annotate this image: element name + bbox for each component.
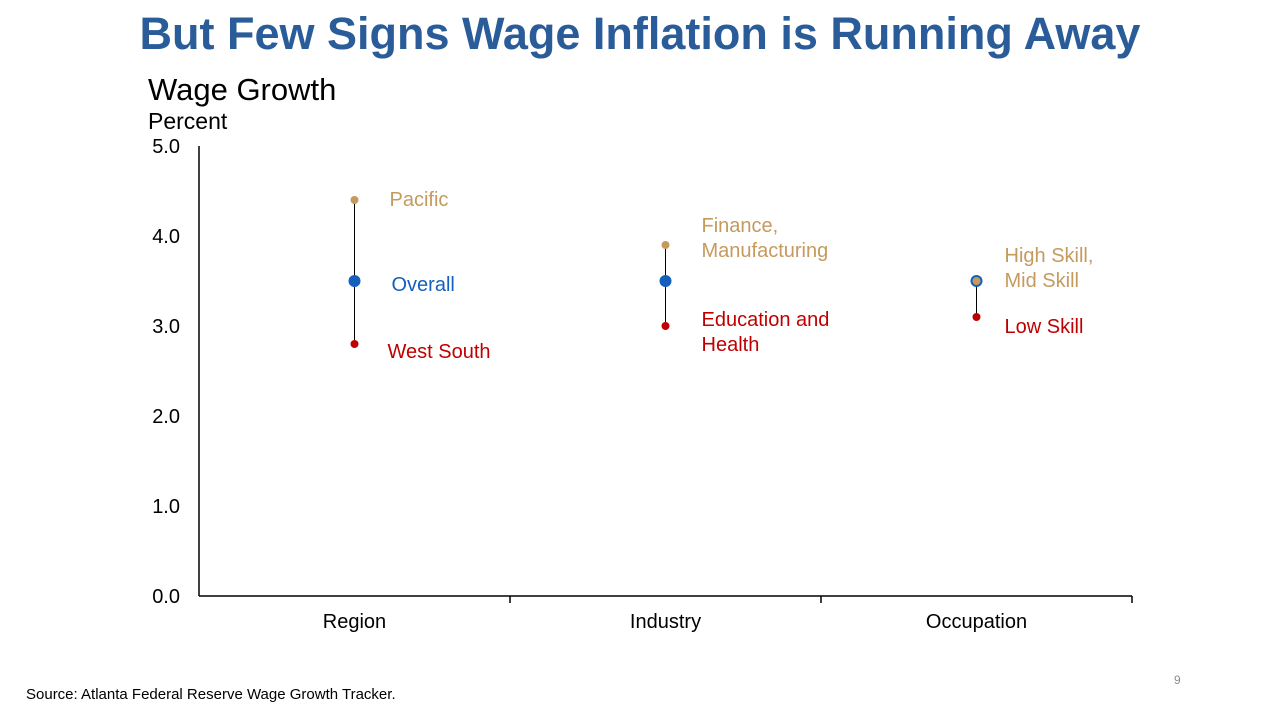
data-point-low — [350, 340, 359, 348]
data-label-high: Mid Skill — [1005, 270, 1079, 292]
y-tick-label: 3.0 — [152, 316, 180, 338]
data-point-high — [972, 277, 981, 285]
data-label-low: West South — [388, 341, 491, 363]
data-point-low — [661, 322, 670, 330]
data-label-low: Education and — [702, 309, 830, 331]
data-point-high — [661, 241, 670, 249]
slide-title: But Few Signs Wage Inflation is Running … — [139, 8, 1141, 59]
data-label-high: Manufacturing — [702, 240, 829, 262]
data-point-overall — [659, 275, 672, 287]
x-tick-label: Region — [323, 611, 386, 633]
x-tick-label: Industry — [630, 611, 701, 633]
data-point-overall — [348, 275, 361, 287]
data-point-high — [350, 196, 359, 204]
y-tick-label: 2.0 — [152, 406, 180, 428]
data-label-low: Low Skill — [1005, 316, 1084, 338]
chart-title: Wage Growth — [148, 72, 337, 107]
x-tick-label: Occupation — [926, 611, 1027, 633]
source-note: Source: Atlanta Federal Reserve Wage Gro… — [26, 686, 396, 703]
data-point-low — [972, 313, 981, 321]
data-label-high: High Skill, — [1005, 245, 1094, 267]
y-axis-units-label: Percent — [148, 108, 228, 134]
y-tick-label: 1.0 — [152, 496, 180, 518]
data-label-high: Pacific — [390, 189, 449, 211]
y-tick-label: 5.0 — [152, 136, 180, 158]
y-tick-label: 4.0 — [152, 226, 180, 248]
data-label-overall: Overall — [392, 274, 455, 296]
data-label-high: Finance, — [702, 215, 779, 237]
page-number: 9 — [1174, 673, 1181, 687]
y-tick-label: 0.0 — [152, 586, 180, 608]
data-label-low: Health — [702, 334, 760, 356]
